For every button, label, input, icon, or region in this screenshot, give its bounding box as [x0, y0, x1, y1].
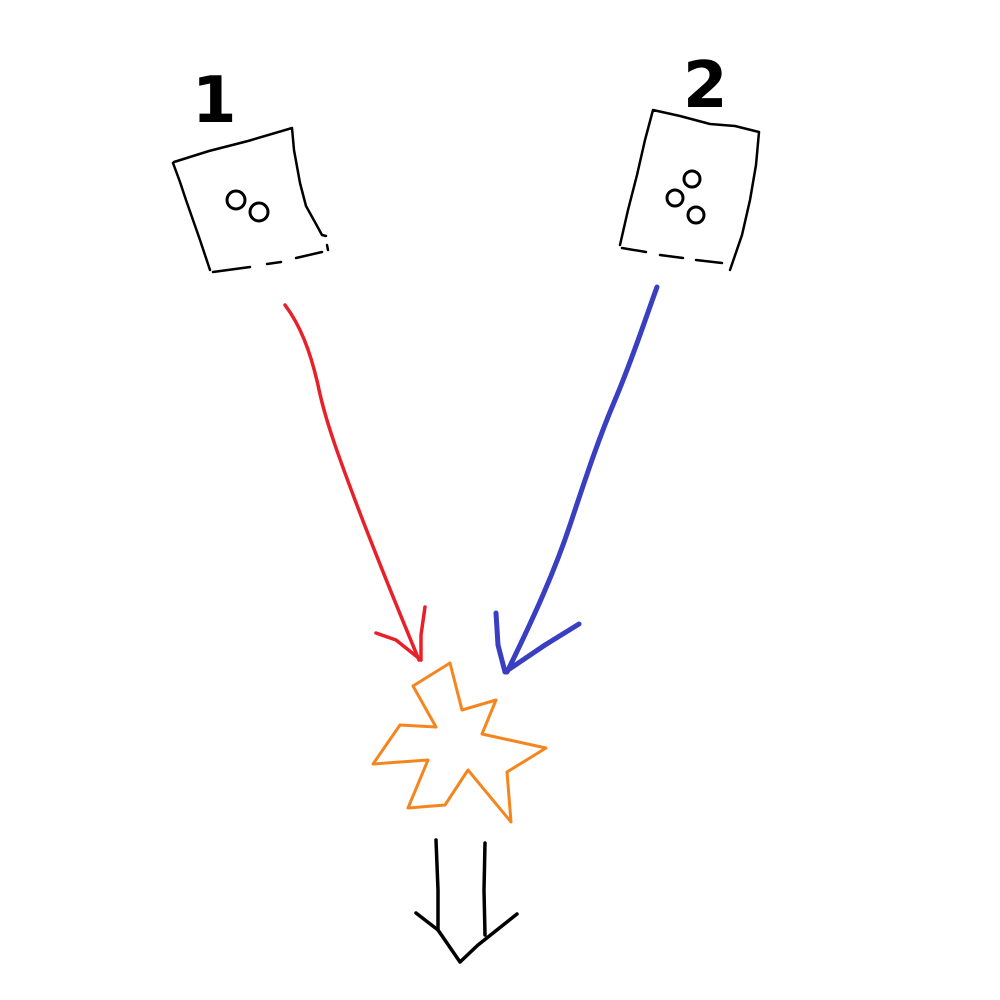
collision-burst [371, 661, 548, 824]
box-2-circle [686, 205, 706, 225]
box-2-bottom-dashes [620, 246, 724, 265]
box-1-bottom-dashes [211, 243, 330, 274]
box-1-circle [225, 189, 247, 211]
box-1-label: 1 [192, 64, 237, 138]
box-2-circle [665, 188, 685, 208]
result-arrow-head [414, 911, 519, 964]
arrow-from-box-2 [493, 284, 660, 675]
box-2-outline [618, 108, 761, 272]
box-1 [171, 126, 330, 274]
arrow-2-head [493, 610, 582, 675]
box-1-outline [171, 126, 328, 272]
arrow-1-shaft [283, 303, 421, 662]
result-arrow [414, 838, 519, 964]
arrow-from-box-1 [283, 303, 427, 662]
box-1-circle [248, 201, 270, 223]
box-2-circle [682, 169, 702, 189]
box-2-label: 2 [683, 49, 728, 123]
box-2 [618, 108, 761, 272]
arrow-2-shaft [504, 284, 660, 675]
result-arrow-shaft [434, 838, 487, 937]
arrow-1-head [374, 605, 427, 662]
